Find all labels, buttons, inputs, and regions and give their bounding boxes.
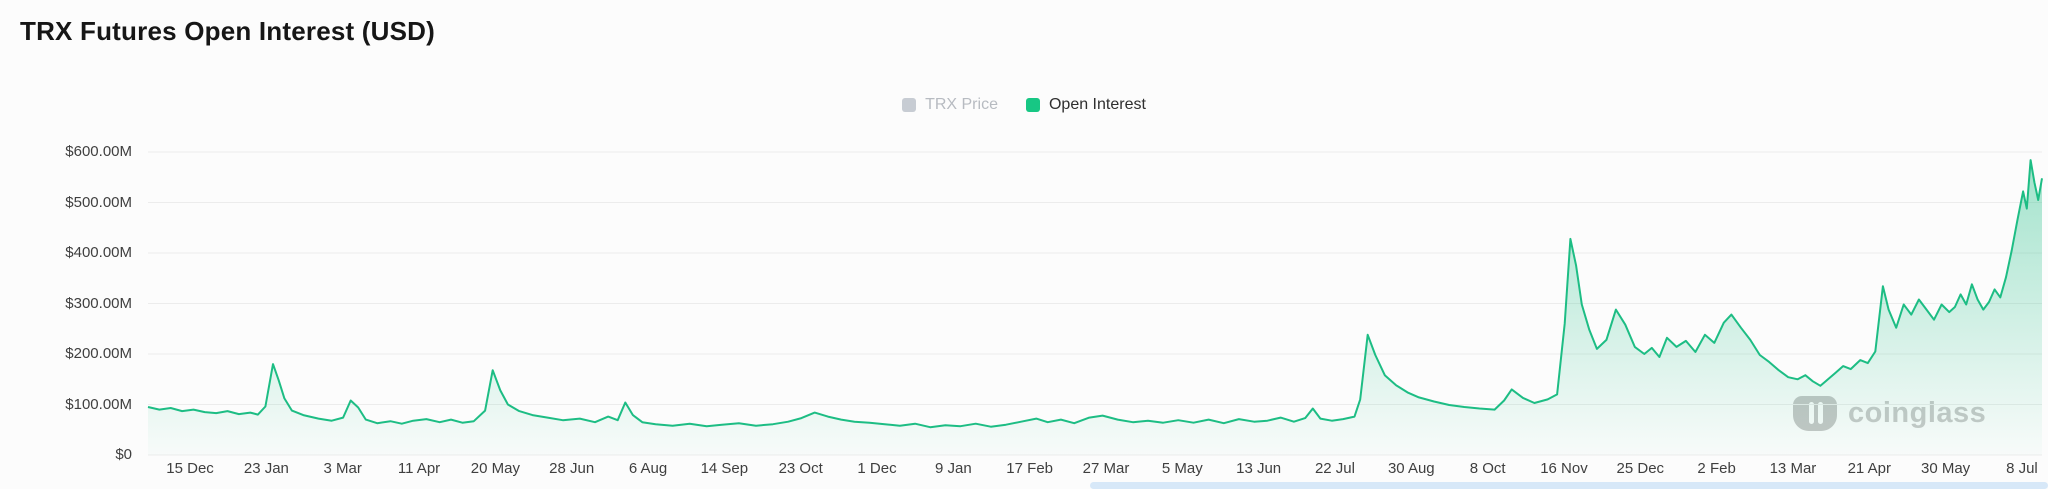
y-axis-label: $200.00M — [65, 345, 132, 362]
x-axis-label: 17 Feb — [1006, 460, 1054, 477]
legend-label-trx-price: TRX Price — [925, 96, 998, 113]
x-axis-label: 2 Feb — [1697, 460, 1736, 477]
x-axis-label: 22 Jul — [1314, 460, 1355, 477]
x-axis-label: 21 Apr — [1847, 460, 1891, 477]
x-axis-label: 13 Mar — [1769, 460, 1817, 477]
y-axis-label: $400.00M — [65, 244, 132, 261]
x-axis-label: 8 Oct — [1469, 460, 1506, 477]
legend: TRX Price Open Interest — [0, 96, 2048, 114]
legend-item-trx-price[interactable]: TRX Price — [902, 96, 998, 114]
x-axis-label: 30 Aug — [1387, 460, 1435, 477]
x-axis-label: 9 Jan — [934, 460, 972, 477]
x-axis-label: 1 Dec — [857, 460, 897, 477]
x-axis-label: 30 May — [1920, 460, 1971, 477]
open-interest-line — [147, 159, 2043, 429]
y-axis-label: $500.00M — [65, 193, 132, 211]
x-axis-label: 23 Oct — [778, 460, 823, 477]
y-axis-label: $300.00M — [65, 294, 132, 312]
y-axis-label: $100.00M — [65, 395, 132, 413]
x-axis-label: 27 Mar — [1082, 460, 1130, 477]
x-axis-label: 15 Dec — [166, 460, 214, 477]
x-axis-label: 14 Sep — [700, 460, 749, 477]
y-axis-label: $600.00M — [65, 143, 132, 160]
x-axis-label: 11 Apr — [397, 460, 441, 477]
legend-item-open-interest[interactable]: Open Interest — [1025, 96, 1146, 114]
legend-swatch-open-interest — [1025, 98, 1040, 112]
x-axis-label: 3 Mar — [323, 460, 362, 477]
x-axis-label: 16 Nov — [1540, 460, 1588, 477]
legend-label-open-interest: Open Interest — [1048, 96, 1146, 113]
legend-swatch-trx-price — [902, 98, 917, 112]
scrollbar-thumb[interactable] — [1090, 482, 2048, 489]
open-interest-area — [148, 160, 2042, 455]
x-axis-label: 25 Dec — [1616, 460, 1665, 477]
x-axis-label: 20 May — [470, 460, 520, 477]
x-axis-label: 6 Aug — [628, 460, 668, 477]
x-axis-label: 5 May — [1161, 460, 1203, 477]
x-axis-label: 8 Jul — [2006, 460, 2038, 477]
y-axis-label: $0 — [115, 446, 132, 463]
chart-title: TRX Futures Open Interest (USD) — [20, 16, 436, 46]
x-axis-label: 13 Jun — [1236, 460, 1282, 477]
x-axis-label: 28 Jun — [549, 460, 595, 477]
x-axis-label: 23 Jan — [243, 460, 289, 477]
